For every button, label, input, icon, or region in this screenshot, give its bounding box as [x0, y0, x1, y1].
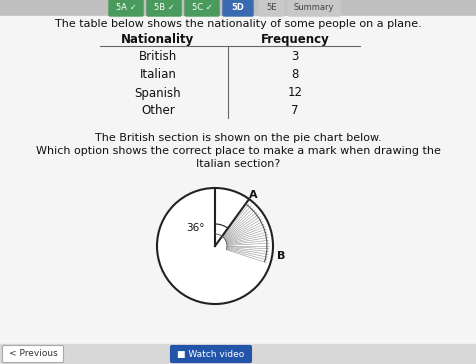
FancyBboxPatch shape [0, 0, 476, 16]
FancyBboxPatch shape [2, 345, 63, 363]
FancyBboxPatch shape [147, 0, 181, 16]
FancyBboxPatch shape [223, 0, 253, 16]
Text: 12: 12 [288, 87, 303, 99]
Text: Frequency: Frequency [261, 32, 329, 46]
FancyBboxPatch shape [0, 16, 476, 364]
Text: Italian section?: Italian section? [196, 159, 280, 169]
Text: 5E: 5E [266, 4, 277, 12]
Text: The British section is shown on the pie chart below.: The British section is shown on the pie … [95, 133, 381, 143]
Text: Summary: Summary [294, 4, 334, 12]
Text: 5C ✓: 5C ✓ [192, 4, 212, 12]
Text: < Previous: < Previous [9, 349, 58, 359]
FancyBboxPatch shape [288, 0, 340, 16]
FancyBboxPatch shape [170, 345, 251, 363]
Text: Spanish: Spanish [135, 87, 181, 99]
Text: 3: 3 [291, 51, 298, 63]
Text: The table below shows the nationality of some people on a plane.: The table below shows the nationality of… [55, 19, 421, 29]
FancyBboxPatch shape [259, 0, 284, 16]
FancyBboxPatch shape [109, 0, 143, 16]
Text: British: British [139, 51, 177, 63]
Text: 5D: 5D [231, 4, 245, 12]
Text: A: A [249, 190, 258, 200]
Text: 5B ✓: 5B ✓ [154, 4, 174, 12]
Text: ■ Watch video: ■ Watch video [178, 349, 245, 359]
Text: B: B [277, 252, 285, 261]
Text: 5A ✓: 5A ✓ [116, 4, 136, 12]
Text: Other: Other [141, 104, 175, 118]
Text: Italian: Italian [139, 68, 177, 82]
Text: Which option shows the correct place to make a mark when drawing the: Which option shows the correct place to … [36, 146, 440, 156]
FancyBboxPatch shape [185, 0, 219, 16]
Text: 8: 8 [291, 68, 298, 82]
FancyBboxPatch shape [0, 344, 476, 364]
Text: 36°: 36° [186, 223, 204, 233]
Text: 7: 7 [291, 104, 299, 118]
Text: Nationality: Nationality [121, 32, 195, 46]
Circle shape [157, 188, 273, 304]
